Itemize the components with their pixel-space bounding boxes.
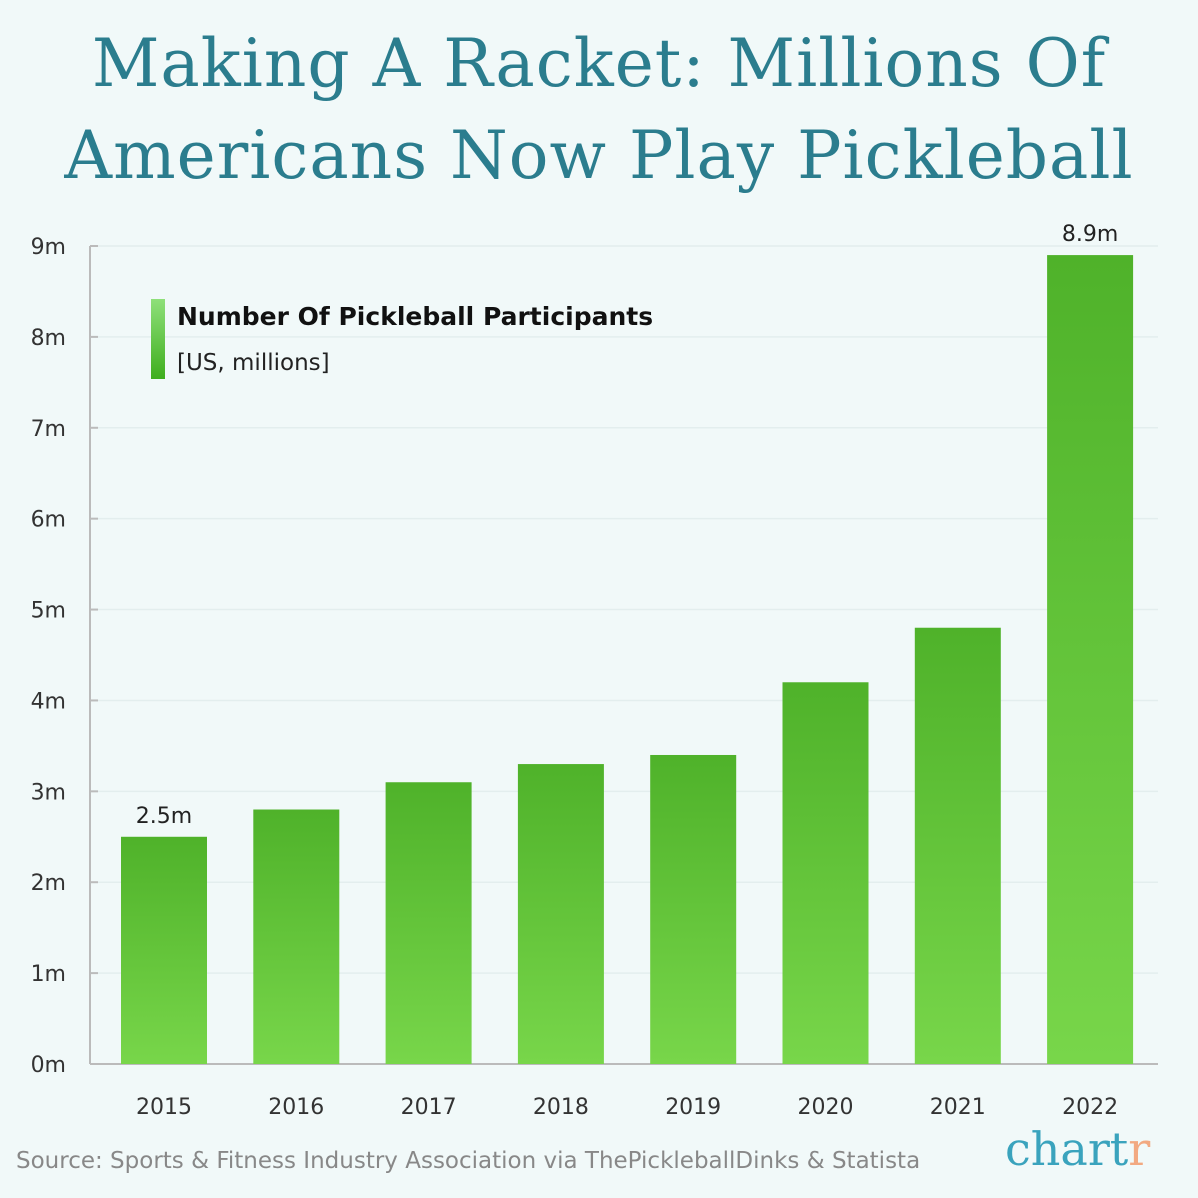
bar-2015 <box>121 836 207 1064</box>
x-tick-label: 2021 <box>930 1095 986 1120</box>
chart-title: Making A Racket: Millions Of Americans N… <box>64 25 1134 194</box>
y-tick-label: 6m <box>31 508 66 533</box>
bar-2017 <box>385 782 472 1064</box>
y-tick-label: 3m <box>31 780 66 805</box>
bar-2022 <box>1047 255 1134 1065</box>
data-label: 8.9m <box>1062 222 1118 247</box>
bar-2020 <box>782 682 869 1064</box>
x-tick-label: 2017 <box>401 1095 457 1120</box>
bar-2016 <box>253 809 340 1064</box>
logo-accent: r <box>1128 1122 1151 1176</box>
y-tick-label: 0m <box>31 1053 66 1078</box>
x-tick-label: 2020 <box>798 1095 854 1120</box>
legend-title: Number Of Pickleball Participants <box>177 302 653 331</box>
y-tick-label: 8m <box>31 326 66 351</box>
y-tick-label: 9m <box>31 235 66 260</box>
bar-2018 <box>517 764 604 1064</box>
y-tick-label: 5m <box>31 599 66 624</box>
bar-2021 <box>914 627 1001 1064</box>
legend-unit: [US, millions] <box>177 350 330 376</box>
source-note: Source: Sports & Fitness Industry Associ… <box>16 1148 921 1174</box>
x-tick-label: 2019 <box>665 1095 721 1120</box>
x-tick-label: 2018 <box>533 1095 589 1120</box>
chartr-logo: chartr <box>1005 1122 1150 1176</box>
y-tick-label: 2m <box>31 871 66 896</box>
y-tick-label: 1m <box>31 962 66 987</box>
x-tick-label: 2015 <box>136 1095 192 1120</box>
y-tick-label: 7m <box>31 417 66 442</box>
legend-swatch <box>151 299 165 379</box>
x-tick-label: 2016 <box>268 1095 324 1120</box>
logo-text: chart <box>1005 1122 1129 1176</box>
data-label: 2.5m <box>136 804 192 829</box>
bar-2019 <box>650 754 737 1064</box>
y-tick-label: 4m <box>31 689 66 714</box>
x-tick-label: 2022 <box>1062 1095 1118 1120</box>
